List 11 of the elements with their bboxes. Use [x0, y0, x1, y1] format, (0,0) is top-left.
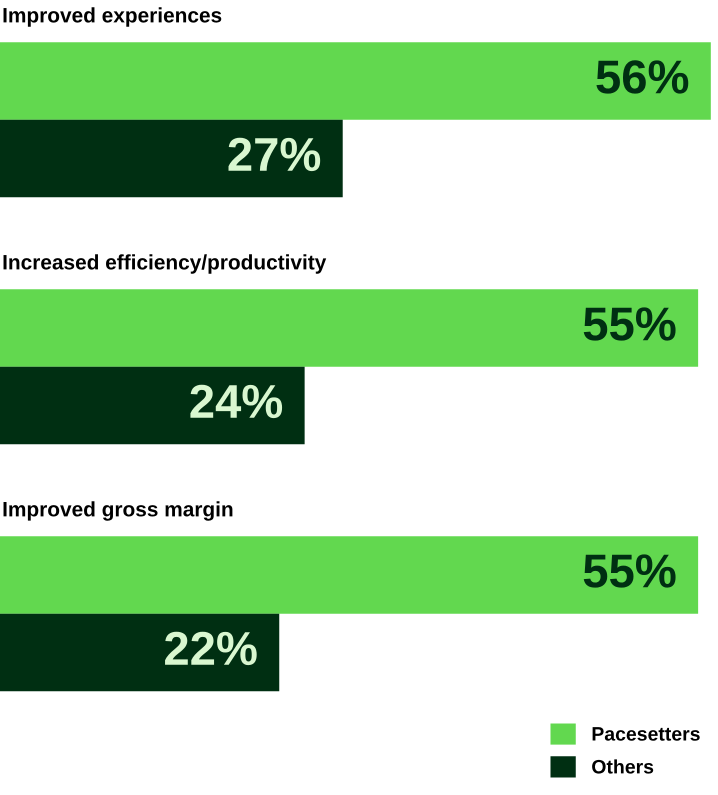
legend-label: Pacesetters: [592, 727, 700, 741]
data-label: 55%: [584, 554, 676, 588]
y-tick-label: Improved gross margin: [4, 501, 232, 521]
data-label: 22%: [165, 632, 257, 666]
data-label: 27%: [228, 138, 320, 172]
y-tick-label: Increased efficiency/productivity: [4, 254, 326, 274]
y-tick-label: Improved experiences: [4, 7, 222, 27]
legend-label: Others: [592, 759, 654, 774]
data-label: 56%: [596, 60, 688, 94]
data-label: 24%: [190, 384, 282, 418]
data-label: 55%: [584, 307, 676, 341]
